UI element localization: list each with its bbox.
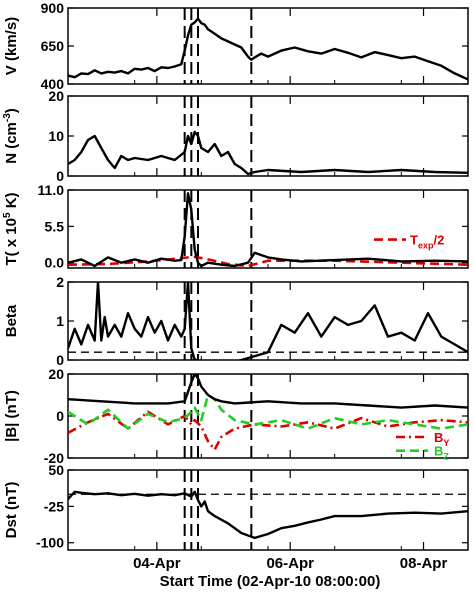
legend-label: BZ — [434, 444, 449, 462]
y-tick-label: 2 — [56, 274, 64, 290]
series-line-1 — [68, 490, 468, 540]
y-tick-label: -25 — [44, 498, 64, 514]
y-axis-label: |B| (nT) — [3, 390, 20, 442]
panel-3: 0.0 5.5 11.0 T( x 105 K) Texp/2 — [2, 182, 469, 271]
y-tick-label: 400 — [41, 76, 65, 92]
y-tick-label: -100 — [36, 535, 64, 551]
series-line-1 — [68, 17, 468, 81]
y-tick-label: 20 — [48, 366, 64, 382]
y-tick-label: 1 — [56, 313, 64, 329]
series-line-1 — [68, 282, 468, 360]
y-tick-label: 10 — [48, 128, 64, 144]
legend-label: BY — [434, 430, 449, 448]
y-tick-label: 900 — [41, 0, 65, 16]
x-tick-label: 08-Apr — [400, 555, 448, 572]
series-line-3 — [68, 393, 468, 430]
y-tick-label: 0 — [56, 168, 64, 184]
series-line-1 — [68, 192, 468, 268]
panel-frame — [67, 95, 469, 177]
legend-label: Texp/2 — [410, 233, 444, 251]
series-line-1 — [68, 130, 468, 176]
y-tick-label: 5.5 — [45, 218, 65, 234]
panel-frame — [67, 469, 469, 551]
y-tick-label: -20 — [44, 450, 64, 466]
y-axis-label: Beta — [3, 304, 20, 337]
series-line-1 — [68, 374, 468, 409]
x-axis-title: Start Time (02-Apr-10 08:00:00) — [160, 573, 381, 590]
panel-frame — [67, 281, 469, 361]
panel-4: 0 1 2 Beta — [3, 274, 469, 368]
y-axis-label: V (km/s) — [3, 17, 20, 75]
x-tick-label: 06-Apr — [266, 555, 314, 572]
y-axis-label: N (cm-3) — [2, 108, 20, 164]
y-tick-label: 0 — [56, 352, 64, 368]
y-axis-label: Dst (nT) — [3, 482, 20, 539]
x-tick-label: 04-Apr — [133, 555, 181, 572]
y-tick-label: 0.0 — [45, 255, 65, 271]
panel-6: -100 -25 50 Dst (nT) — [3, 462, 469, 551]
y-tick-label: 0 — [56, 408, 64, 424]
y-tick-label: 50 — [48, 462, 64, 478]
panel-1: 400 650 900 V (km/s) — [3, 0, 469, 92]
y-tick-label: 650 — [41, 38, 65, 54]
panel-2: 0 10 20 N (cm-3) — [2, 88, 469, 184]
panel-frame — [67, 373, 469, 459]
series-line-2 — [68, 410, 468, 451]
y-tick-label: 11.0 — [38, 182, 65, 198]
y-axis-label: T( x 105 K) — [2, 192, 20, 265]
y-tick-label: 20 — [48, 88, 64, 104]
